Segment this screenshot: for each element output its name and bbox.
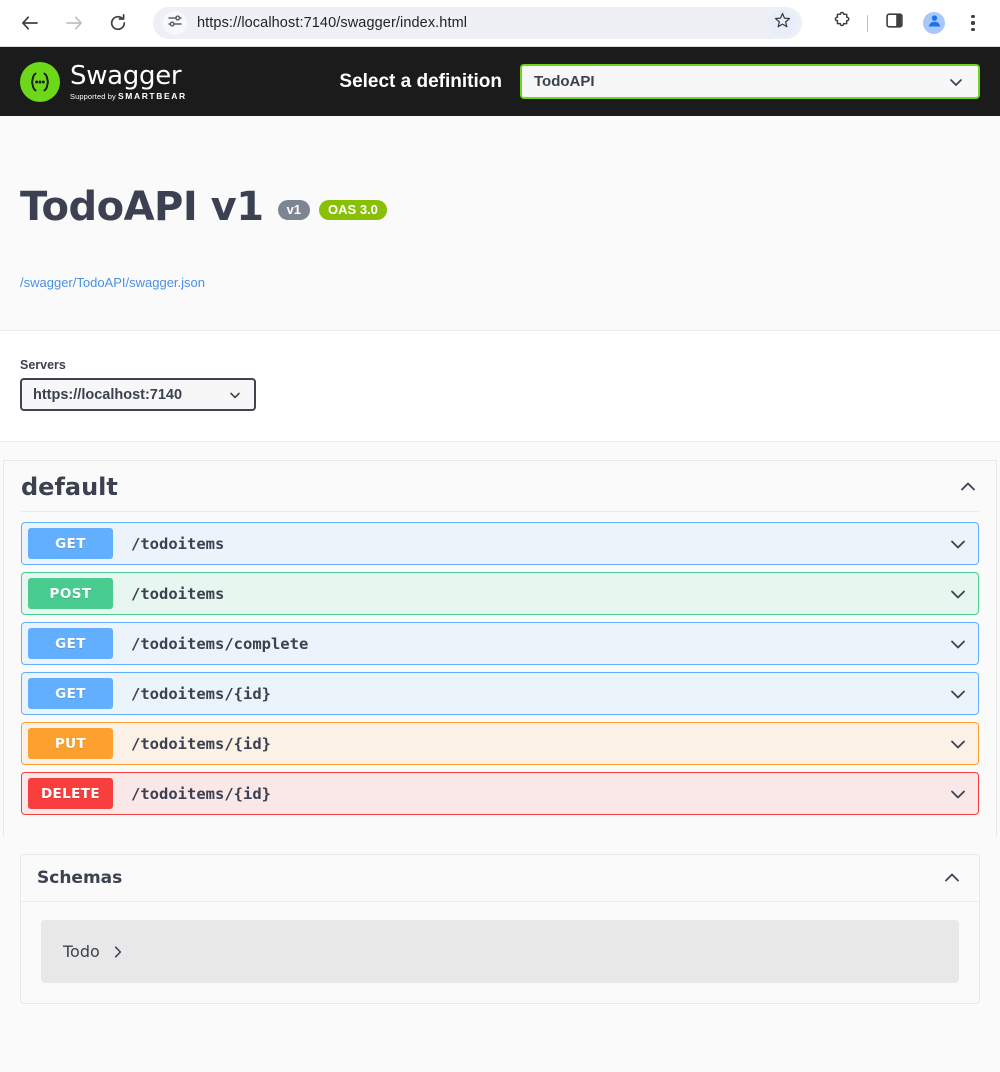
operation-path: /todoitems/{id} xyxy=(131,734,271,753)
side-panel-button[interactable] xyxy=(879,8,909,38)
api-info-block: TodoAPI v1 v1 OAS 3.0 /swagger/TodoAPI/s… xyxy=(0,116,1000,331)
puzzle-icon xyxy=(833,11,853,36)
chevron-down-icon[interactable] xyxy=(947,633,969,655)
schemas-section: Schemas Todo xyxy=(20,854,980,1005)
url-text[interactable]: https://localhost:7140/swagger/index.htm… xyxy=(197,15,468,31)
avatar-icon xyxy=(927,13,942,33)
method-badge: GET xyxy=(28,678,113,710)
schema-model-name: Todo xyxy=(63,942,100,962)
api-definition-link[interactable]: /swagger/TodoAPI/swagger.json xyxy=(20,275,205,291)
method-label: GET xyxy=(55,635,86,652)
swagger-topbar: Swagger Supported by SMARTBEAR Select a … xyxy=(0,47,1000,116)
reload-icon xyxy=(108,13,128,33)
operation-row[interactable]: GET/todoitems/{id} xyxy=(21,672,979,716)
operation-path: /todoitems xyxy=(131,534,225,553)
method-label: PUT xyxy=(54,735,87,752)
browser-menu-button[interactable] xyxy=(958,8,988,38)
operations-area: default GET/todoitems POST/todoitems GET/t… xyxy=(0,442,1000,837)
schemas-title: Schemas xyxy=(37,868,123,889)
arrow-right-icon xyxy=(64,13,84,33)
tag-header[interactable]: default xyxy=(21,461,979,513)
chevron-down-icon[interactable] xyxy=(947,683,969,705)
servers-label: Servers xyxy=(20,358,66,373)
version-badge: v1 xyxy=(277,200,311,221)
operation-path: /todoitems xyxy=(131,584,225,603)
forward-button xyxy=(59,8,89,38)
oas-version-badge: OAS 3.0 xyxy=(319,200,387,221)
operation-path: /todoitems/{id} xyxy=(131,784,271,803)
site-settings-button[interactable] xyxy=(163,11,187,35)
method-label: GET xyxy=(55,535,86,552)
schema-model-row[interactable]: Todo xyxy=(41,920,959,984)
definition-selector-group: Select a definition TodoAPI xyxy=(339,64,980,99)
schemas-header[interactable]: Schemas xyxy=(21,855,979,903)
operation-row[interactable]: PUT/todoitems/{id} xyxy=(21,722,979,766)
chevron-down-icon[interactable] xyxy=(947,533,969,555)
method-badge: GET xyxy=(28,528,113,560)
definition-select-value: TodoAPI xyxy=(534,73,595,90)
smartbear-name: SMARTBEAR xyxy=(118,90,187,101)
chevron-right-icon[interactable] xyxy=(111,945,125,959)
tag-section-default: default GET/todoitems POST/todoitems GET/t… xyxy=(3,460,997,837)
chevron-down-icon xyxy=(946,72,966,92)
swagger-wordmark: Swagger xyxy=(70,60,182,91)
chevron-up-icon[interactable] xyxy=(941,867,963,889)
supported-by-text: Supported by SMARTBEAR xyxy=(70,92,187,101)
operation-row[interactable]: GET/todoitems/complete xyxy=(21,622,979,666)
profile-button[interactable] xyxy=(919,8,949,38)
tag-name: default xyxy=(21,473,118,502)
server-select[interactable]: https://localhost:7140 xyxy=(20,378,256,412)
supported-by-prefix: Supported by xyxy=(70,91,118,101)
method-label: GET xyxy=(55,685,86,702)
servers-section: Servers https://localhost:7140 xyxy=(0,330,1000,443)
api-title-row: TodoAPI v1 v1 OAS 3.0 xyxy=(20,154,980,260)
kebab-menu-icon xyxy=(971,13,975,32)
method-badge: DELETE xyxy=(28,778,113,810)
swagger-braces-logo-icon xyxy=(20,61,60,102)
swagger-logo-link[interactable]: Swagger Supported by SMARTBEAR xyxy=(20,60,187,102)
method-badge: PUT xyxy=(28,728,113,760)
operation-row[interactable]: POST/todoitems xyxy=(21,572,979,616)
operation-path: /todoitems/complete xyxy=(131,634,309,653)
server-select-value: https://localhost:7140 xyxy=(33,386,183,403)
select-a-definition-label: Select a definition xyxy=(339,70,502,92)
bookmark-button[interactable] xyxy=(768,9,796,37)
side-panel-icon xyxy=(885,11,904,35)
chevron-down-icon[interactable] xyxy=(947,783,969,805)
chevron-down-icon xyxy=(213,387,243,403)
page-title: TodoAPI v1 xyxy=(20,184,264,231)
operation-row[interactable]: GET/todoitems xyxy=(21,522,979,566)
info-spacer xyxy=(20,290,980,330)
star-icon xyxy=(774,12,791,34)
method-label: POST xyxy=(49,585,92,602)
chevron-up-icon[interactable] xyxy=(957,476,979,498)
method-badge: POST xyxy=(28,578,113,610)
chevron-down-icon[interactable] xyxy=(947,583,969,605)
swagger-ui-content: TodoAPI v1 v1 OAS 3.0 /swagger/TodoAPI/s… xyxy=(0,116,1000,1072)
schemas-body: Todo xyxy=(21,902,979,1003)
site-settings-icon xyxy=(167,13,183,34)
method-badge: GET xyxy=(28,628,113,660)
method-label: DELETE xyxy=(40,785,101,802)
schemas-area: Schemas Todo xyxy=(0,836,1000,1005)
reload-button[interactable] xyxy=(103,8,133,38)
avatar xyxy=(923,12,945,34)
toolbar-divider xyxy=(867,14,868,32)
definition-select[interactable]: TodoAPI xyxy=(520,64,980,99)
address-bar[interactable]: https://localhost:7140/swagger/index.htm… xyxy=(153,7,802,39)
arrow-left-icon xyxy=(20,13,40,33)
back-button[interactable] xyxy=(15,8,45,38)
operation-path: /todoitems/{id} xyxy=(131,684,271,703)
extensions-button[interactable] xyxy=(828,8,858,38)
browser-toolbar: https://localhost:7140/swagger/index.htm… xyxy=(0,0,1000,47)
operation-row[interactable]: DELETE/todoitems/{id} xyxy=(21,772,979,816)
operation-list: GET/todoitems POST/todoitems GET/todoitems… xyxy=(21,522,979,816)
chevron-down-icon[interactable] xyxy=(947,733,969,755)
